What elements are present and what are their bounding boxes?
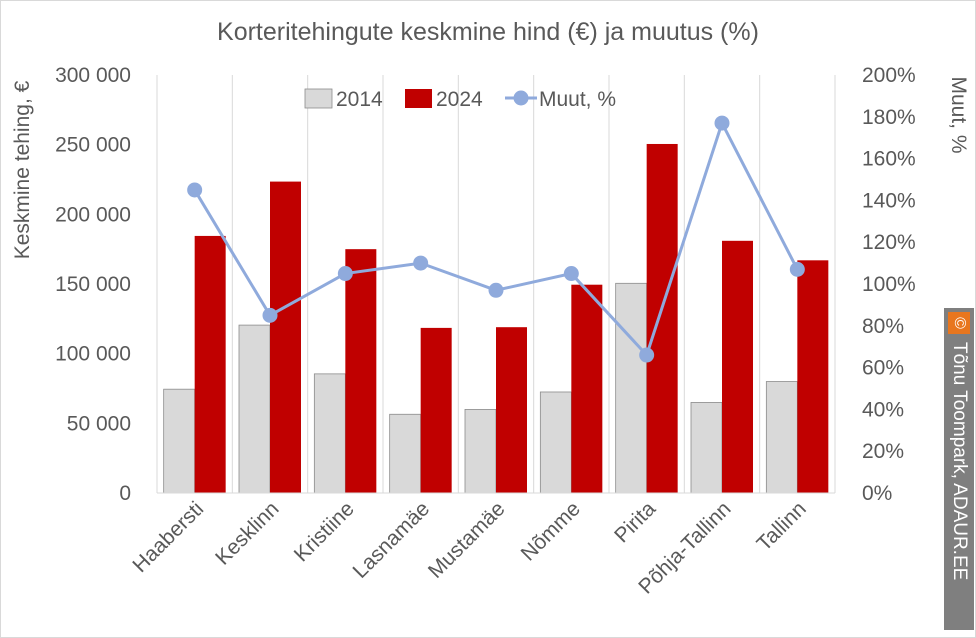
legend-label-muut: Muut, %: [539, 88, 616, 111]
copyright-text: Tõnu Toompark, ADAUR.EE: [949, 342, 970, 581]
axes: 0 50 000 100 000 150 000 200 000 250 000 300 0…: [55, 64, 916, 599]
bar-2024: [194, 235, 226, 493]
y2-tick-label: 40%: [862, 398, 904, 421]
y-tick-label: 50 000: [67, 412, 131, 435]
line-point: [488, 282, 504, 298]
line-point: [714, 115, 730, 131]
line-point: [337, 266, 353, 282]
y2-tick-label: 0%: [862, 482, 892, 505]
bar-2024: [571, 284, 603, 493]
bar-2014: [539, 391, 572, 494]
y2-tick-label: 120%: [862, 231, 916, 254]
line-point: [413, 255, 429, 271]
copyright-icon: ©: [948, 312, 970, 334]
y-axis-title: Keskmine tehing, €: [11, 80, 34, 259]
bar-2014: [389, 413, 422, 494]
x-tick-label: Mustamäe: [424, 497, 510, 583]
y-tick-label: 300 000: [55, 64, 131, 87]
x-tick-label: Tallinn: [752, 497, 810, 555]
bar-2024: [270, 181, 301, 493]
y2-tick-label: 160%: [862, 148, 916, 171]
bar-2024: [345, 249, 377, 493]
x-tick-label: Pirita: [610, 497, 660, 547]
bar-2024: [722, 240, 753, 493]
legend: 2014 2024 Muut, %: [304, 88, 616, 111]
y-tick-label: 100 000: [55, 343, 131, 366]
y-tick-label: 200 000: [55, 203, 131, 226]
x-tick-label: Nõmme: [517, 497, 585, 565]
y2-tick-label: 20%: [862, 440, 904, 463]
y-tick-label: 0: [119, 482, 131, 505]
copyright-banner: © Tõnu Toompark, ADAUR.EE: [944, 308, 974, 630]
legend-swatch-2014: [304, 88, 333, 109]
x-tick-label: Haabersti: [128, 497, 208, 577]
line-point: [187, 182, 203, 198]
bar-2014: [765, 381, 798, 494]
y2-tick-label: 80%: [862, 315, 904, 338]
change-line: [187, 115, 805, 363]
bar-2014: [690, 402, 723, 494]
line-point: [563, 266, 579, 282]
legend-marker-muut: [513, 90, 529, 106]
legend-label-2014: 2014: [336, 88, 383, 111]
y2-tick-label: 100%: [862, 273, 916, 296]
y2-tick-label: 60%: [862, 357, 904, 380]
x-tick-label: Kesklinn: [211, 497, 283, 569]
y2-tick-label: 200%: [862, 64, 916, 87]
line-point: [262, 307, 278, 323]
bar-2024: [646, 143, 678, 493]
bar-2024: [496, 327, 527, 493]
bar-2014: [238, 324, 271, 494]
bar-2014: [615, 282, 648, 494]
bar-2014: [163, 388, 196, 494]
chart-title: Korteritehingute keskmine hind (€) ja mu…: [217, 18, 759, 46]
x-tick-label: Lasnamäe: [349, 497, 435, 583]
y-tick-label: 250 000: [55, 134, 131, 157]
gridlines: [156, 75, 836, 493]
bar-2014: [313, 373, 346, 494]
bar-2024: [420, 327, 452, 493]
y2-axis-title: Muut, %: [947, 76, 970, 153]
y2-tick-label: 140%: [862, 189, 916, 212]
y2-tick-label: 180%: [862, 106, 916, 129]
x-tick-label: Kristiine: [290, 497, 359, 566]
line-point: [639, 347, 655, 363]
legend-swatch-2024: [405, 89, 432, 108]
line-point: [789, 261, 805, 277]
y-tick-label: 150 000: [55, 273, 131, 296]
bar-2024: [797, 260, 829, 493]
legend-label-2024: 2024: [436, 88, 483, 111]
bar-2014: [464, 408, 497, 494]
